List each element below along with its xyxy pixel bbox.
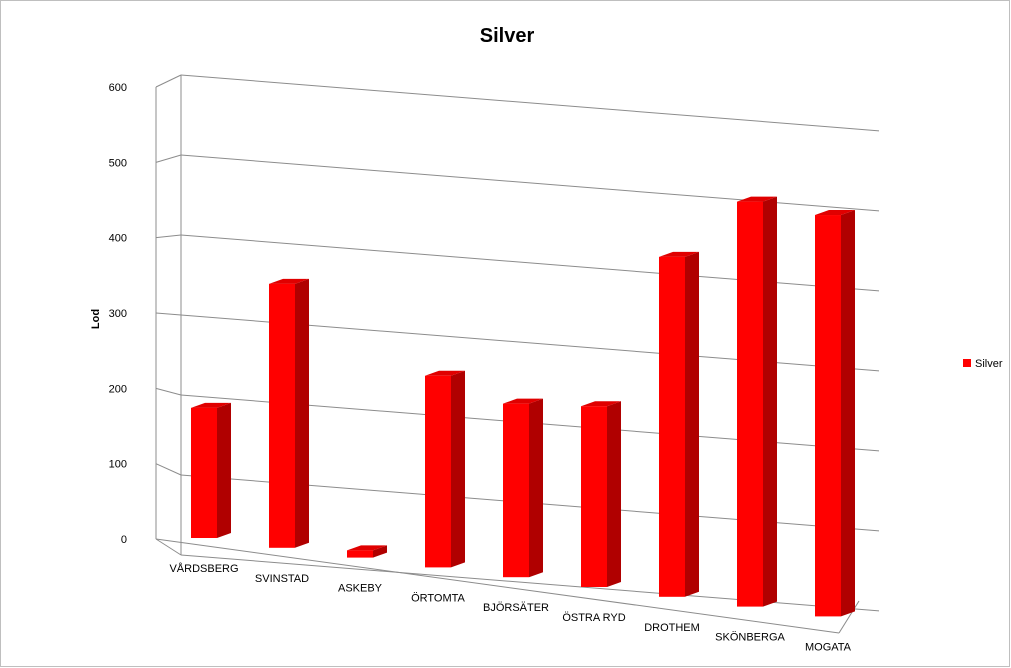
- bar-side: [529, 398, 543, 578]
- floor-edge: [838, 600, 860, 634]
- y-tick-label: 100: [109, 459, 127, 471]
- bar-vårdsberg: [191, 402, 231, 538]
- bar-side: [451, 370, 465, 568]
- bar-top: [347, 545, 387, 551]
- bar-top: [659, 251, 699, 257]
- gridline-side: [155, 463, 182, 476]
- bar-top: [425, 370, 465, 376]
- y-axis-label: Lod: [90, 309, 102, 329]
- x-tick-label: MOGATA: [805, 641, 852, 653]
- bar-side: [841, 210, 855, 617]
- bars: [191, 196, 855, 617]
- bar-svinstad: [269, 278, 309, 548]
- x-tick-label: ASKEBY: [338, 583, 383, 595]
- bar-front: [815, 215, 841, 617]
- bar-front: [737, 201, 763, 607]
- y-tick-label: 300: [109, 308, 127, 320]
- gridline-side: [155, 154, 182, 163]
- bar-front: [503, 403, 529, 578]
- bar-side: [217, 402, 231, 538]
- bar-björsäter: [503, 398, 543, 578]
- bar-front: [347, 550, 373, 558]
- x-tick-label: ÖRTOMTA: [411, 592, 465, 604]
- bar-front: [269, 283, 295, 548]
- x-axis-ticks: VÅRDSBERG SVINSTAD ASKEBY ÖRTOMTA BJÖRSÄTER Ö…: [169, 562, 851, 653]
- floor-edge: [155, 538, 840, 634]
- y-tick-label: 400: [109, 233, 127, 245]
- legend-swatch-silver: [963, 359, 971, 367]
- x-tick-label: SKÖNBERGA: [715, 632, 785, 644]
- bar-top: [581, 401, 621, 407]
- bar-front: [425, 375, 451, 568]
- bar-drothem: [659, 251, 699, 597]
- bar-östra ryd: [581, 401, 621, 587]
- bar-front: [659, 256, 685, 597]
- y-axis-ticks: 0 100 200 300 400 500 600: [109, 82, 127, 546]
- x-tick-label: BJÖRSÄTER: [483, 602, 549, 614]
- x-tick-label: DROTHEM: [644, 622, 700, 634]
- bar-front: [191, 407, 217, 538]
- gridline: [180, 74, 880, 132]
- y-tick-label: 500: [109, 157, 127, 169]
- y-tick-label: 0: [121, 534, 127, 546]
- legend: Silver: [963, 358, 1003, 370]
- bar-top: [503, 398, 543, 404]
- gridline-side: [155, 74, 182, 88]
- y-tick-label: 200: [109, 383, 127, 395]
- gridline-side: [155, 312, 182, 316]
- bar-side: [685, 251, 699, 597]
- x-tick-label: VÅRDSBERG: [169, 562, 238, 575]
- bar-side: [295, 278, 309, 548]
- gridline-side: [155, 387, 182, 396]
- x-tick-label: SVINSTAD: [255, 573, 309, 585]
- x-tick-label: ÖSTRA RYD: [562, 612, 625, 624]
- bar-mogata: [815, 210, 855, 617]
- bar-front: [581, 406, 607, 587]
- bar-top: [737, 196, 777, 202]
- bar-skönberga: [737, 196, 777, 607]
- bar-top: [815, 210, 855, 216]
- gridline-side: [155, 538, 182, 556]
- bar-side: [763, 196, 777, 607]
- bar-side: [607, 401, 621, 587]
- bar-side: [373, 545, 387, 558]
- bar-top: [269, 278, 309, 284]
- chart-title: Silver: [480, 25, 535, 47]
- legend-label-silver: Silver: [975, 358, 1003, 370]
- bar-örtomta: [425, 370, 465, 568]
- bar-askeby: [347, 545, 387, 558]
- y-tick-label: 600: [109, 82, 127, 94]
- bar-top: [191, 402, 231, 408]
- gridline-side: [155, 234, 182, 239]
